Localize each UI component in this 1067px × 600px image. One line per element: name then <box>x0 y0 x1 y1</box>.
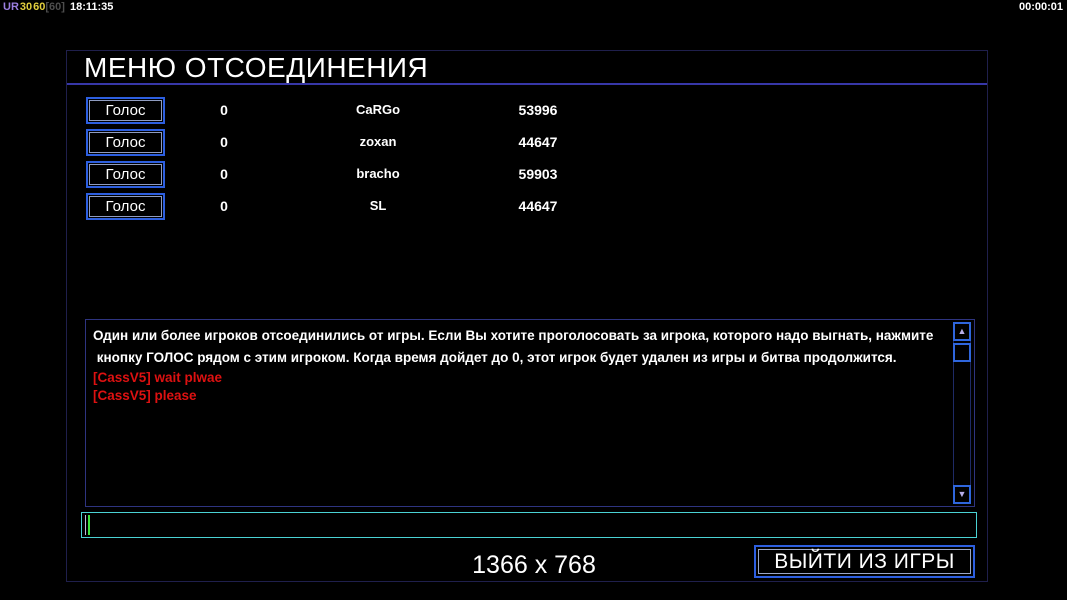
vote-count: 0 <box>220 102 228 118</box>
fps-max: 60 <box>33 1 46 13</box>
player-score: 44647 <box>518 198 558 214</box>
input-left-mark <box>85 515 86 535</box>
scrollbar-thumb[interactable] <box>953 343 971 362</box>
player-score: 53996 <box>518 102 558 118</box>
exit-game-button[interactable]: ВЫЙТИ ИЗ ИГРЫ <box>754 545 975 578</box>
fps-cap: [60] <box>45 1 65 13</box>
fps-overlay-label: UR <box>3 1 19 13</box>
resolution-label: 1366 x 768 <box>472 551 596 579</box>
disconnect-notice-line: Один или более игроков отсоединились от … <box>93 328 934 343</box>
vote-button[interactable]: Голос <box>86 97 165 124</box>
player-score: 44647 <box>518 134 558 150</box>
fps-overlay: UR3060[60] 18:11:35 <box>3 1 114 13</box>
scrollbar[interactable]: ▲ ▼ <box>952 322 972 504</box>
player-name: SL <box>369 198 387 213</box>
chat-input[interactable] <box>81 512 977 538</box>
player-row: Голос 0 CaRGo 53996 <box>67 97 987 125</box>
player-name: zoxan <box>359 134 397 149</box>
vote-count: 0 <box>220 166 228 182</box>
page-title: МЕНЮ ОТСОЕДИНЕНИЯ <box>84 52 429 83</box>
vote-button[interactable]: Голос <box>86 129 165 156</box>
vote-button[interactable]: Голос <box>86 161 165 188</box>
player-score: 59903 <box>518 166 558 182</box>
scroll-down-icon[interactable]: ▼ <box>953 485 971 504</box>
chat-message: [CassV5] wait plwae <box>93 370 223 385</box>
chat-log-text: Один или более игроков отсоединились от … <box>93 325 948 405</box>
player-name: bracho <box>356 166 400 181</box>
system-clock: 18:11:35 <box>69 1 114 13</box>
vote-count: 0 <box>220 134 228 150</box>
match-timer: 00:00:01 <box>1018 1 1063 13</box>
scroll-up-icon[interactable]: ▲ <box>953 322 971 341</box>
text-caret <box>88 515 90 535</box>
disconnect-notice-line: кнопку ГОЛОС рядом с этим игроком. Когда… <box>93 350 897 365</box>
vote-button[interactable]: Голос <box>86 193 165 220</box>
player-row: Голос 0 bracho 59903 <box>67 161 987 189</box>
fps-current: 30 <box>19 1 33 13</box>
player-name: CaRGo <box>355 102 401 117</box>
player-row: Голос 0 zoxan 44647 <box>67 129 987 157</box>
chat-log-box: Один или более игроков отсоединились от … <box>85 319 975 507</box>
player-row: Голос 0 SL 44647 <box>67 193 987 221</box>
vote-count: 0 <box>220 198 228 214</box>
disconnect-menu-panel: МЕНЮ ОТСОЕДИНЕНИЯ Голос 0 CaRGo 53996 Го… <box>66 50 988 582</box>
titlebar: МЕНЮ ОТСОЕДИНЕНИЯ <box>67 51 987 85</box>
chat-message: [CassV5] please <box>93 388 197 403</box>
